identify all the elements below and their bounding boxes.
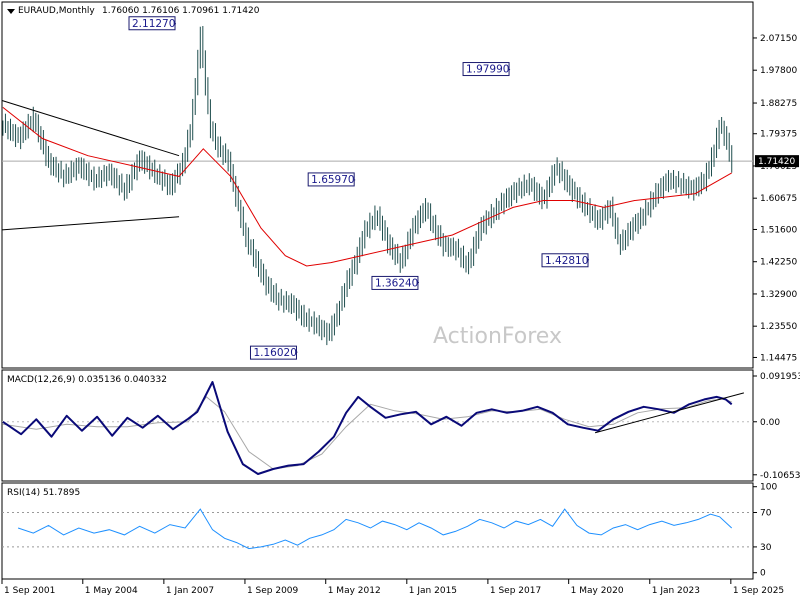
price-annotations: 2.11270 1.16020 1.65970 1.36240 1.97990 1.428… [128,16,590,360]
price-y-tick-label: 1.51600 [760,225,797,235]
x-tick-label: 1 Sep 2017 [490,586,541,596]
macd-panel-frame[interactable] [1,369,754,482]
current-price-label: 1.71420 [758,157,795,167]
dropdown-triangle-icon[interactable] [7,9,15,14]
x-tick-label: 1 Jan 2015 [409,586,457,596]
watermark: ActionForex [433,324,562,349]
rsi-title: RSI(14) 51.7895 [7,488,80,498]
x-axis: 1 Sep 2001 1 May 2004 1 Jan 2007 1 Sep 2009… [1,579,784,596]
current-price-marker: 1.71420 [755,155,799,168]
price-y-tick-label: 1.88275 [760,99,797,109]
price-y-tick-label: 1.32900 [760,290,797,300]
ohlc-readout: 1.76060 1.76106 1.70961 1.71420 [102,6,260,16]
series-lines [2,107,733,550]
x-tick-label: 1 May 2004 [85,586,138,596]
annotation-label: 2.11270 [132,18,175,30]
price-trendline[interactable] [1,100,180,157]
trendlines[interactable] [1,100,745,434]
annotation-label: 1.36240 [375,277,418,289]
price-y-tick-label: 1.97800 [760,66,797,76]
annotation-box [249,345,297,360]
annotation-label: 1.97990 [466,64,509,76]
macd-y-tick-label: 0.091953 [760,372,800,382]
price-y-tick-label: 1.60675 [760,194,797,204]
annotation-box [371,275,419,290]
moving-average-line [2,107,732,267]
annotation-label: 1.65970 [311,174,354,186]
x-tick-label: 1 Sep 2009 [247,586,299,596]
rsi-y-tick-label: 30 [760,543,772,553]
rsi-levels [2,421,753,548]
x-tick-label: 1 May 2012 [328,586,381,596]
annotation-box [541,253,589,268]
macd-signal-line [2,396,732,470]
x-tick-label: 1 Jan 2023 [652,586,700,596]
price-y-tick-label: 1.42250 [760,258,797,268]
macd-line [2,381,733,475]
price-trendline[interactable] [1,216,180,231]
price-y-tick-label: 2.07150 [760,34,797,44]
rsi-panel-frame[interactable] [1,482,754,580]
price-y-axis: 2.071501.978001.882751.793751.700251.606… [753,34,797,363]
current-price-box [755,155,799,168]
macd-title: MACD(12,26,9) 0.035136 0.040332 [7,375,167,385]
x-tick-label: 1 Sep 2025 [733,586,784,596]
price-bars [2,26,733,346]
annotation-box [462,62,510,77]
annotation-label: 1.16020 [253,347,296,359]
macd-trendline[interactable] [594,392,745,434]
price-y-tick-label: 1.79375 [760,130,797,140]
x-tick-label: 1 May 2020 [571,586,624,596]
rsi-y-tick-label: 0 [760,569,766,579]
rsi-y-tick-label: 70 [760,509,772,519]
macd-y-tick-label: 0.00 [760,418,780,428]
annotation-label: 1.42810 [545,255,588,267]
symbol-label: EURAUD,Monthly [18,6,95,16]
x-tick-label: 1 Sep 2001 [4,586,55,596]
rsi-line [17,508,733,550]
price-y-tick-label: 1.23550 [760,322,797,332]
rsi-y-tick-label: 100 [760,483,777,493]
price-y-tick-label: 1.14475 [760,353,797,363]
x-tick-label: 1 Jan 2007 [166,586,214,596]
annotation-box [128,16,176,31]
rsi-y-axis: 100 70 30 0 [753,483,777,579]
annotation-box [307,172,355,187]
